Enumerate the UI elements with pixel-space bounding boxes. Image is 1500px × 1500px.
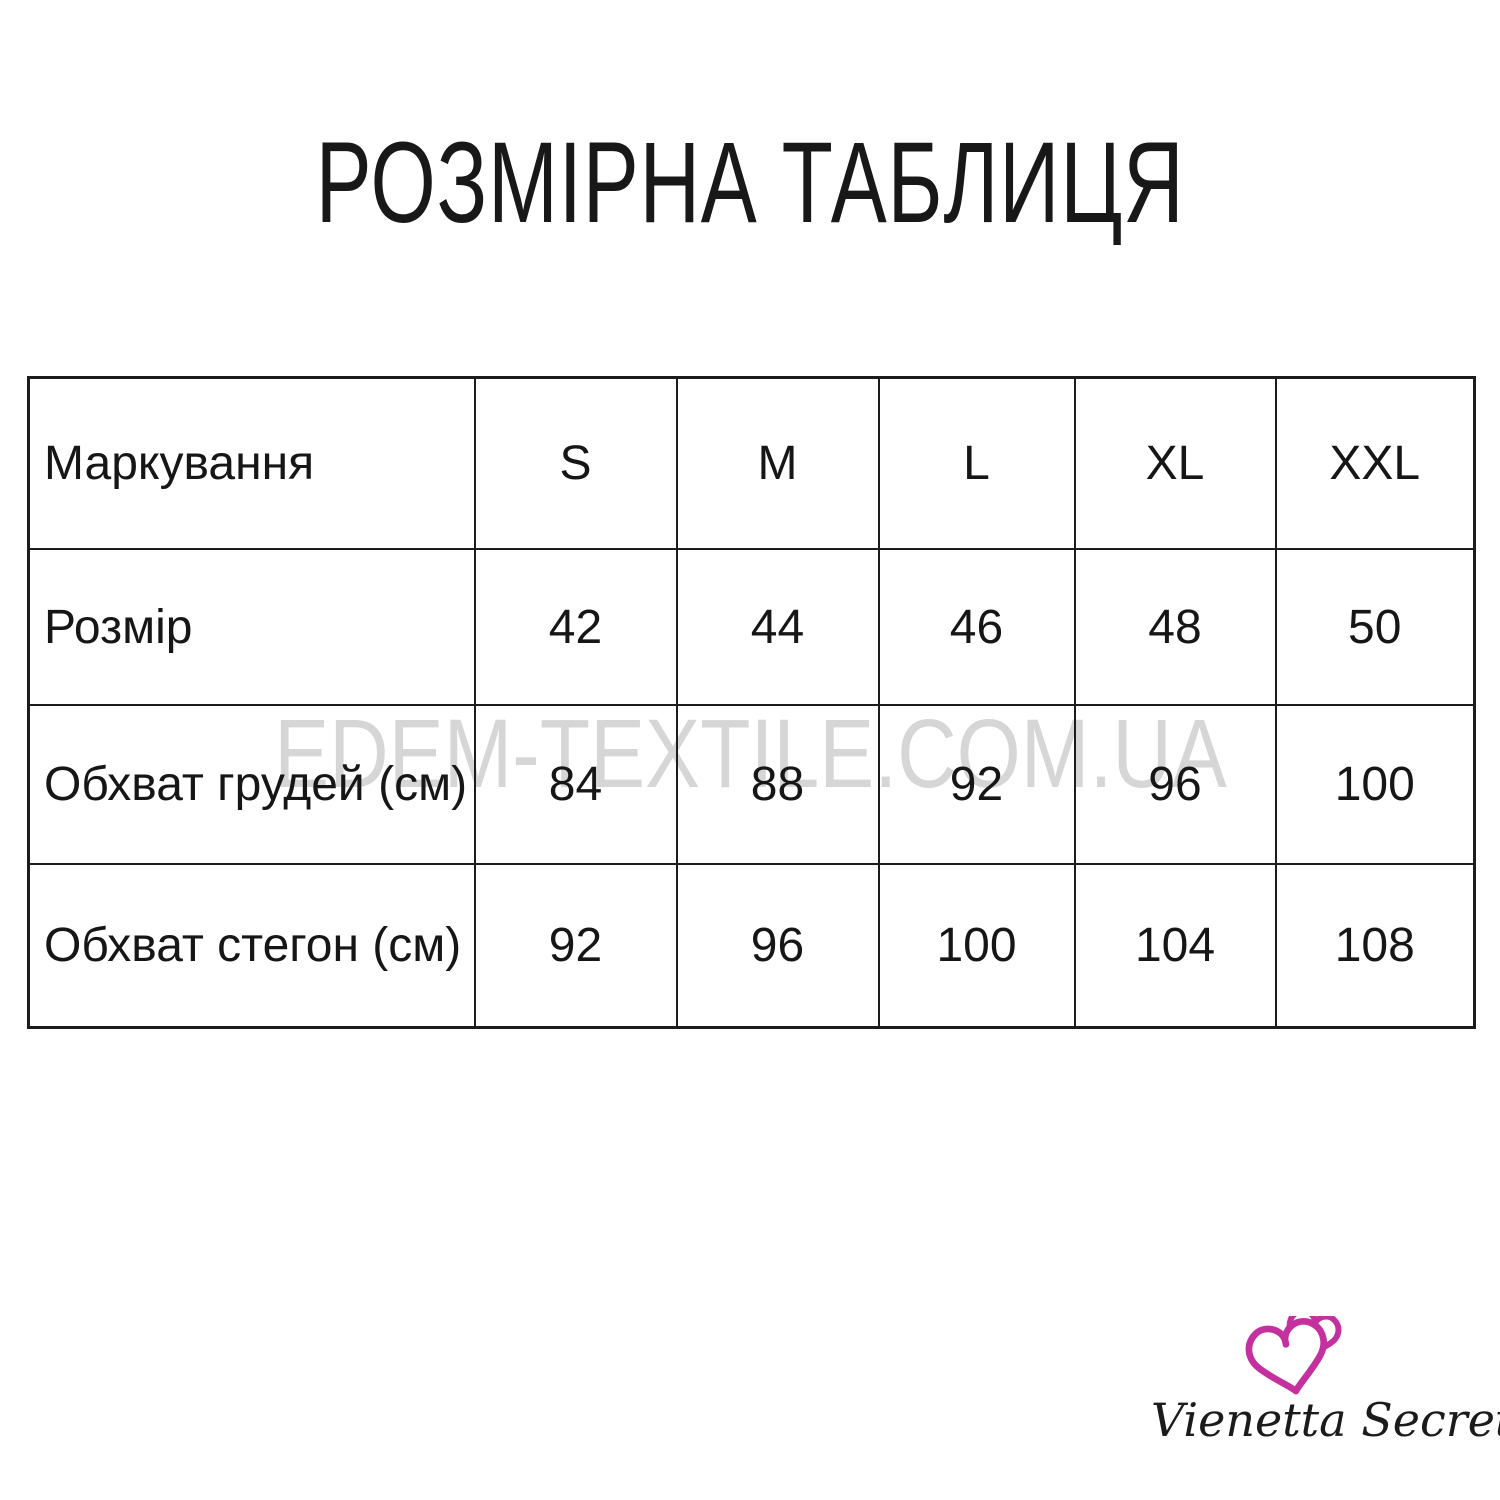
hips-value-cell: 96 — [675, 863, 880, 1029]
size-table: Маркування S M L XL XXL Розмір 42 44 46 … — [27, 376, 1476, 1029]
size-cell-xxl: XXL — [1274, 376, 1476, 550]
table-row-hips: Обхват стегон (см) 92 96 100 104 108 — [27, 863, 1476, 1029]
table-row-chest: Обхват грудей (см) 84 88 92 96 100 — [27, 704, 1476, 865]
brand-name: Vienetta Secret — [1151, 1393, 1500, 1447]
row-label-marking: Маркування — [27, 376, 476, 550]
hips-value-cell: 104 — [1073, 863, 1277, 1029]
size-value-cell: 44 — [675, 548, 880, 706]
row-label-size: Розмір — [27, 548, 476, 706]
brand-logo: Vienetta Secret — [1151, 1307, 1500, 1447]
size-cell-m: M — [675, 376, 880, 550]
table-row-size: Розмір 42 44 46 48 50 — [27, 548, 1476, 706]
chest-value-cell: 92 — [877, 704, 1076, 865]
chest-value-cell: 100 — [1274, 704, 1476, 865]
size-cell-l: L — [877, 376, 1076, 550]
hips-value-cell: 92 — [473, 863, 678, 1029]
size-value-cell: 50 — [1274, 548, 1476, 706]
row-label-hips: Обхват стегон (см) — [27, 863, 476, 1029]
hips-value-cell: 108 — [1274, 863, 1476, 1029]
chest-value-cell: 96 — [1073, 704, 1277, 865]
size-cell-xl: XL — [1073, 376, 1277, 550]
size-value-cell: 46 — [877, 548, 1076, 706]
double-heart-icon — [1151, 1307, 1441, 1396]
hips-value-cell: 100 — [877, 863, 1076, 1029]
row-label-chest: Обхват грудей (см) — [27, 704, 476, 865]
page-title: РОЗМІРНА ТАБЛИЦЯ — [0, 126, 1500, 241]
size-value-cell: 48 — [1073, 548, 1277, 706]
size-cell-s: S — [473, 376, 678, 550]
size-value-cell: 42 — [473, 548, 678, 706]
chest-value-cell: 84 — [473, 704, 678, 865]
chest-value-cell: 88 — [675, 704, 880, 865]
table-row-marking: Маркування S M L XL XXL — [27, 376, 1476, 550]
page-title-text: РОЗМІРНА ТАБЛИЦЯ — [315, 119, 1185, 247]
